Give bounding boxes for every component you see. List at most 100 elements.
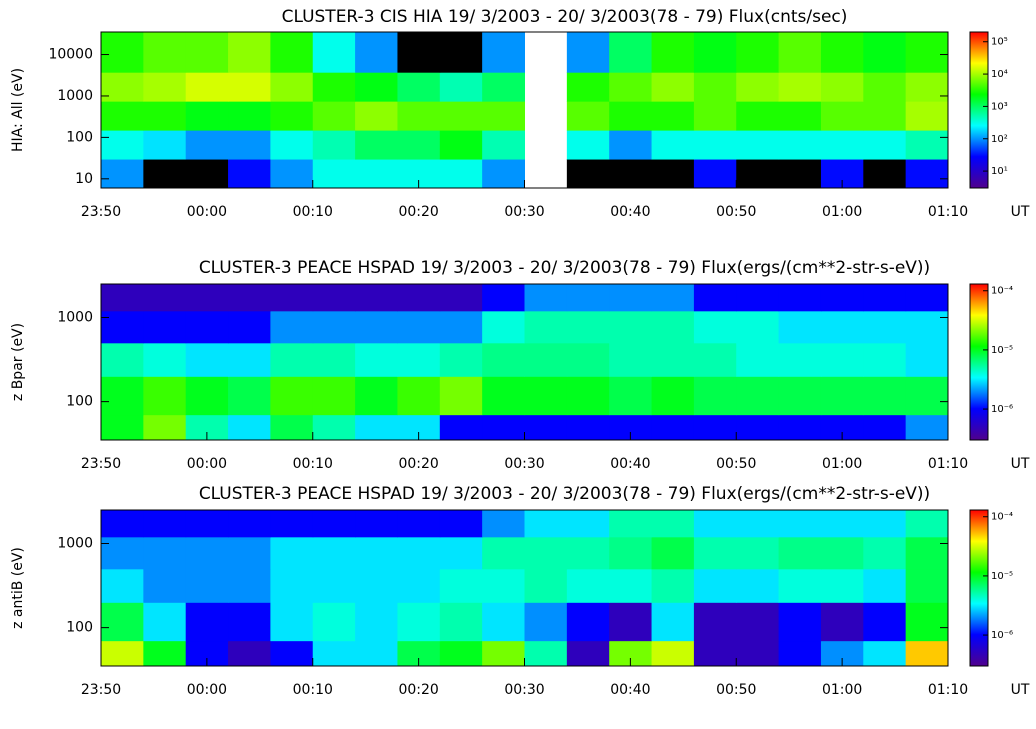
x-tick-label: 00:40	[610, 204, 650, 220]
panel-title: CLUSTER-3 PEACE HSPAD 19/ 3/2003 - 20/ 3…	[199, 258, 930, 278]
heatmap-cell	[693, 310, 737, 344]
heatmap-cell	[270, 536, 314, 570]
y-tick-label: 100	[66, 129, 93, 145]
heatmap-cell	[397, 32, 441, 73]
heatmap-cell	[439, 101, 483, 131]
heatmap-cell	[228, 72, 271, 102]
heatmap-cell	[355, 130, 398, 160]
heatmap-cell	[228, 159, 271, 189]
heatmap-cell	[905, 602, 949, 642]
heatmap-cell	[905, 310, 949, 344]
heatmap-cell	[482, 568, 525, 603]
panel-title: CLUSTER-3 PEACE HSPAD 19/ 3/2003 - 20/ 3…	[199, 484, 930, 504]
heatmap-cell	[736, 72, 780, 102]
heatmap-cell	[609, 602, 653, 642]
heatmap-cell	[185, 568, 229, 603]
heatmap-cell	[397, 72, 441, 102]
heatmap-cell	[778, 602, 822, 642]
heatmap-cell	[312, 568, 356, 603]
colorbar-tick-label: 10⁻⁴	[991, 286, 1013, 297]
heatmap-cell	[693, 510, 737, 538]
heatmap-cell	[143, 72, 187, 102]
x-tick-label: 23:50	[81, 204, 121, 220]
colorbar-tick-label: 10³	[991, 101, 1008, 112]
heatmap-cell	[693, 159, 737, 189]
x-tick-label: 00:20	[398, 204, 438, 220]
heatmap-cell	[143, 159, 187, 189]
colorbar-tick-label: 10⁻⁶	[991, 630, 1013, 641]
heatmap-cell	[270, 159, 314, 189]
y-tick-label: 1000	[57, 309, 93, 325]
heatmap-cell	[482, 310, 525, 344]
heatmap-cell	[609, 72, 653, 102]
heatmap-cell	[355, 536, 398, 570]
heatmap-cell	[312, 284, 356, 312]
heatmap-cell	[312, 32, 356, 73]
heatmap-cell	[905, 159, 949, 189]
colorbar-tick-label: 10²	[991, 134, 1008, 145]
heatmap-cell	[355, 568, 398, 603]
heatmap-cell	[397, 602, 441, 642]
panel-title: CLUSTER-3 CIS HIA 19/ 3/2003 - 20/ 3/200…	[282, 7, 848, 27]
heatmap-cell	[566, 376, 610, 416]
heatmap-cell	[524, 510, 568, 538]
heatmap-cell	[905, 130, 949, 160]
x-tick-label: 00:30	[504, 204, 544, 220]
x-tick-label: 00:50	[716, 682, 756, 698]
heatmap-cell	[101, 72, 144, 102]
heatmap-cell	[609, 536, 653, 570]
y-tick-label: 1000	[57, 535, 93, 551]
heatmap-cell	[228, 32, 271, 73]
heatmap-cell	[693, 376, 737, 416]
heatmap-cell	[270, 342, 314, 377]
heatmap-cell	[820, 568, 864, 603]
heatmap-cell	[863, 510, 907, 538]
heatmap-cell	[566, 602, 610, 642]
heatmap-cell	[482, 284, 525, 312]
heatmap-cell	[651, 536, 695, 570]
heatmap-cell	[355, 310, 398, 344]
heatmap-cell	[778, 376, 822, 416]
heatmap-cell	[820, 130, 864, 160]
x-tick-label: 00:20	[398, 456, 438, 472]
y-axis-label: z Bpar (eV)	[10, 323, 26, 401]
heatmap-cell	[609, 510, 653, 538]
heatmap-cell	[185, 101, 229, 131]
heatmap-cell	[905, 568, 949, 603]
x-tick-label: 00:40	[610, 682, 650, 698]
heatmap-cell	[820, 310, 864, 344]
heatmap-cell	[101, 32, 144, 73]
heatmap-cell	[736, 101, 780, 131]
heatmap-cell	[609, 376, 653, 416]
heatmap-cell	[820, 72, 864, 102]
x-tick-label: 00:10	[293, 456, 333, 472]
heatmap-cell	[397, 310, 441, 344]
heatmap-cell	[524, 376, 568, 416]
x-tick-label: 01:00	[822, 456, 862, 472]
heatmap-cell	[101, 640, 144, 667]
heatmap-cell	[397, 510, 441, 538]
heatmap-cell	[736, 130, 780, 160]
heatmap-cell	[439, 602, 483, 642]
heatmap-cell	[270, 130, 314, 160]
heatmap-cell	[397, 376, 441, 416]
heatmap-cell	[185, 72, 229, 102]
heatmap-cell	[609, 310, 653, 344]
heatmap-cell	[185, 32, 229, 73]
heatmap-cell	[101, 284, 144, 312]
heatmap-cell	[397, 284, 441, 312]
heatmap-cell	[609, 32, 653, 73]
heatmap-cell	[397, 130, 441, 160]
heatmap-cell	[101, 414, 144, 441]
heatmap-cell	[439, 72, 483, 102]
colorbar-tick-label: 10⁴	[991, 69, 1008, 80]
heatmap-cell	[566, 342, 610, 377]
heatmap-cell	[778, 342, 822, 377]
heatmap-cell	[312, 310, 356, 344]
colorbar-tick-label: 10⁻⁶	[991, 404, 1013, 415]
heatmap-cell	[185, 602, 229, 642]
heatmap-cell	[355, 284, 398, 312]
heatmap-cell	[524, 602, 568, 642]
heatmap-cell	[693, 101, 737, 131]
heatmap-cell	[482, 342, 525, 377]
